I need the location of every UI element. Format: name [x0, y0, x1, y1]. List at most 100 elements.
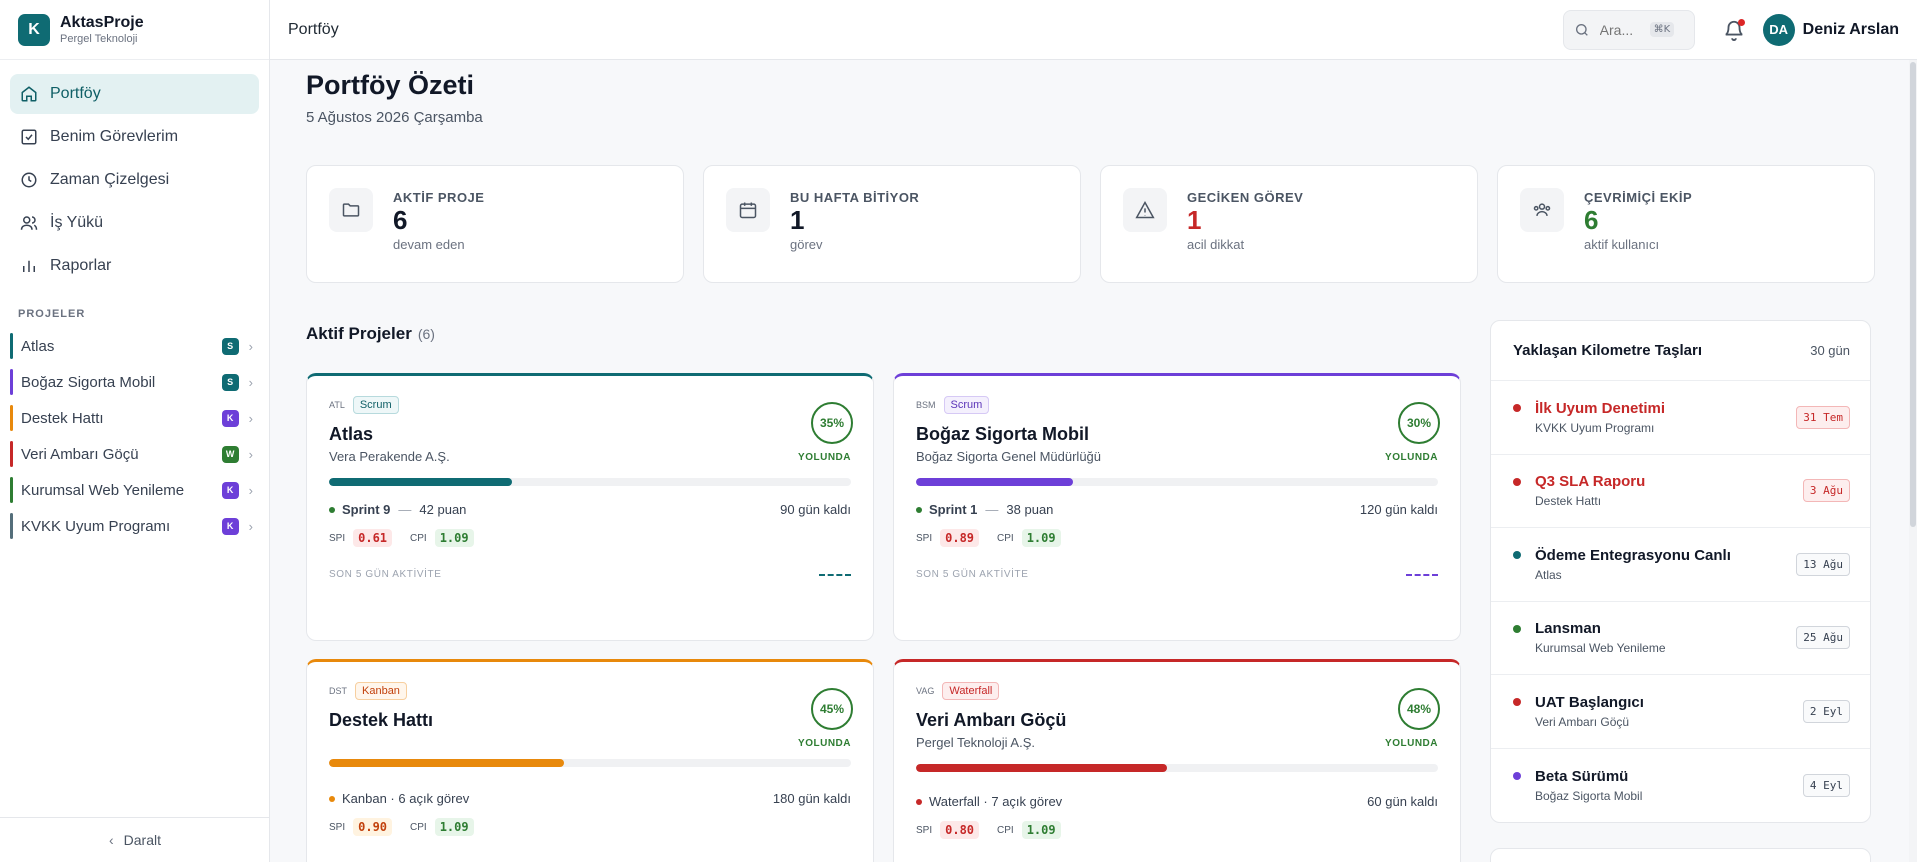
milestone-item[interactable]: Lansman Kurumsal Web Yenileme 25 Ağu: [1491, 602, 1870, 675]
chevron-left-icon: ‹: [108, 832, 114, 848]
folder-icon: [342, 203, 360, 217]
sidebar-project-kvkk[interactable]: KVKK Uyum Programı K ›: [0, 508, 269, 544]
milestone-dot: [1513, 404, 1521, 412]
stat-card-online-team[interactable]: ÇEVRİMİÇİ EKİP 6 aktif kullanıcı: [1497, 165, 1875, 283]
nav-item-portfolio[interactable]: Portföy: [10, 74, 259, 114]
method-badge: W: [221, 445, 239, 463]
cpi-label: CPI: [997, 824, 1014, 836]
milestone-item[interactable]: UAT Başlangıcı Veri Ambarı Göçü 2 Eyl: [1491, 675, 1870, 749]
percent-badge: 35%: [811, 402, 853, 444]
stat-sub: aktif kullanıcı: [1584, 237, 1660, 252]
spi-label: SPI: [916, 532, 933, 544]
metrics-row: SPI 0.89 CPI 1.09: [916, 529, 1438, 547]
status-dot: [916, 506, 922, 513]
sprint-points: 42 puan: [419, 502, 467, 517]
project-name: Kurumsal Web Yenileme: [21, 481, 185, 499]
milestone-item[interactable]: Q3 SLA Raporu Destek Hattı 3 Ağu: [1491, 455, 1870, 528]
secondary-panel: [1490, 848, 1871, 862]
milestone-name: UAT Başlangıcı: [1535, 693, 1644, 711]
stat-label: GECİKEN GÖREV: [1187, 190, 1304, 205]
nav-label: Portföy: [50, 85, 101, 102]
user-name[interactable]: Deniz Arslan: [1802, 20, 1899, 38]
cpi-value: 1.09: [434, 818, 474, 836]
brand[interactable]: K AktasProje Pergel Teknoloji: [0, 0, 269, 60]
project-code: DST: [329, 686, 347, 696]
milestone-name: Ödeme Entegrasyonu Canlı: [1535, 546, 1731, 564]
method-badge: S: [221, 373, 239, 391]
stat-value: 1: [1187, 205, 1202, 235]
avatar[interactable]: DA: [1762, 13, 1795, 46]
stat-card-due-this-week[interactable]: BU HAFTA BİTİYOR 1 görev: [703, 165, 1081, 283]
notifications-button[interactable]: [1723, 18, 1745, 41]
cpi-value: 1.09: [1021, 821, 1061, 839]
nav-item-workload[interactable]: İş Yükü: [10, 203, 259, 243]
project-client: Vera Perakende A.Ş.: [329, 449, 450, 464]
project-name: Veri Ambarı Göçü: [916, 710, 1067, 730]
progress-fill: [329, 478, 512, 486]
summary-text: Kanban · 6 açık görev: [342, 791, 470, 806]
sidebar-project-destek[interactable]: Destek Hattı K ›: [0, 400, 269, 436]
stat-card-active-projects[interactable]: AKTİF PROJE 6 devam eden: [306, 165, 684, 283]
nav-item-reports[interactable]: Raporlar: [10, 246, 259, 286]
nav-item-timeline[interactable]: Zaman Çizelgesi: [10, 160, 259, 200]
activity-sparkline: [1406, 573, 1438, 576]
milestone-project: Veri Ambarı Göçü: [1535, 714, 1630, 729]
breadcrumb: Portföy: [288, 20, 339, 38]
stat-card-overdue[interactable]: GECİKEN GÖREV 1 acil dikkat: [1100, 165, 1478, 283]
calendar-icon: [739, 202, 757, 219]
milestone-name: İlk Uyum Denetimi: [1535, 399, 1666, 417]
project-name: Veri Ambarı Göçü: [21, 445, 139, 463]
chevron-right-icon[interactable]: ›: [248, 410, 253, 426]
project-code: BSM: [916, 400, 936, 410]
milestone-project: Kurumsal Web Yenileme: [1535, 641, 1666, 656]
nav-label: Benim Görevlerim: [50, 128, 179, 145]
milestone-item[interactable]: İlk Uyum Denetimi KVKK Uyum Programı 31 …: [1491, 381, 1870, 455]
milestone-date: 13 Ağu: [1796, 552, 1850, 576]
collapse-sidebar-button[interactable]: ‹ Daralt: [0, 817, 270, 862]
metrics-row: SPI 0.61 CPI 1.09: [329, 529, 851, 547]
brand-logo: K: [18, 13, 50, 46]
stat-label: ÇEVRİMİÇİ EKİP: [1584, 190, 1693, 205]
cpi-label: CPI: [410, 821, 427, 833]
project-card-atlas[interactable]: ATL Scrum Atlas Vera Perakende A.Ş. 35% …: [306, 373, 874, 641]
project-card-destek-hatti[interactable]: DST Kanban Destek Hattı 45% YOLUNDA Kanb…: [306, 659, 874, 862]
users-icon: [20, 216, 38, 230]
chevron-right-icon[interactable]: ›: [248, 446, 253, 462]
chevron-right-icon[interactable]: ›: [248, 518, 253, 534]
chevron-right-icon[interactable]: ›: [248, 374, 253, 390]
chevron-right-icon[interactable]: ›: [248, 338, 253, 354]
status-label: YOLUNDA: [1385, 452, 1438, 463]
project-card-bogaz-sigorta[interactable]: BSM Scrum Boğaz Sigorta Mobil Boğaz Sigo…: [893, 373, 1461, 641]
milestones-title: Yaklaşan Kilometre Taşları: [1513, 342, 1702, 359]
summary-text: Waterfall · 7 açık görev: [929, 794, 1063, 809]
milestone-item[interactable]: Beta Sürümü Boğaz Sigorta Mobil 4 Eyl: [1491, 749, 1870, 823]
stat-sub: devam eden: [393, 237, 465, 252]
spi-value: 0.89: [940, 529, 980, 547]
sprint-row: Sprint 1 — 38 puan 120 gün kaldı: [916, 502, 1438, 517]
search-input[interactable]: [1599, 21, 1650, 38]
sprint-name: Sprint 9: [342, 502, 391, 517]
milestone-item[interactable]: Ödeme Entegrasyonu Canlı Atlas 13 Ağu: [1491, 528, 1870, 602]
project-name: KVKK Uyum Programı: [21, 517, 171, 535]
days-left: 180 gün kaldı: [772, 791, 851, 806]
activity-label: SON 5 GÜN AKTİVİTE: [916, 569, 1029, 580]
sidebar-project-atlas[interactable]: Atlas S ›: [0, 328, 269, 364]
status-dot: [916, 798, 922, 805]
milestone-date: 3 Ağu: [1802, 479, 1850, 503]
search-box[interactable]: ⌘K: [1562, 9, 1695, 50]
sidebar-project-kurumsal[interactable]: Kurumsal Web Yenileme K ›: [0, 472, 269, 508]
project-card-veri-ambari[interactable]: VAG Waterfall Veri Ambarı Göçü Pergel Te…: [893, 659, 1461, 862]
project-name: Destek Hattı: [329, 710, 434, 730]
milestone-date: 25 Ağu: [1796, 626, 1850, 650]
sidebar-project-veri[interactable]: Veri Ambarı Göçü W ›: [0, 436, 269, 472]
sidebar-project-bogaz[interactable]: Boğaz Sigorta Mobil S ›: [0, 364, 269, 400]
cpi-value: 1.09: [434, 529, 474, 547]
clock-icon: [21, 172, 37, 188]
nav-item-my-tasks[interactable]: Benim Görevlerim: [10, 117, 259, 157]
section-count: (6): [417, 326, 435, 342]
nav-label: Raporlar: [50, 257, 112, 274]
chevron-right-icon[interactable]: ›: [248, 482, 253, 498]
milestones-range[interactable]: 30 gün: [1810, 343, 1850, 358]
method-badge: K: [221, 409, 239, 427]
scrollbar-thumb[interactable]: [1910, 62, 1916, 527]
